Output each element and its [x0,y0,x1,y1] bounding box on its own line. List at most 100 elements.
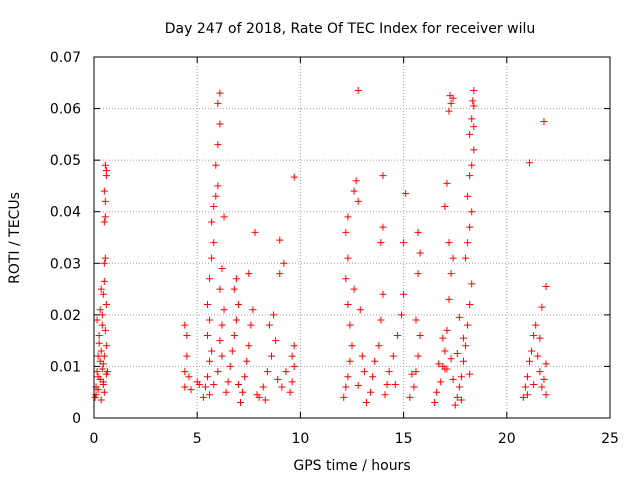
data-point [540,117,548,125]
data-point [447,99,455,107]
data-point [447,270,455,278]
data-point [453,350,461,358]
data-point [282,368,290,376]
data-point [406,393,414,401]
data-point [457,396,465,404]
data-point [348,342,356,350]
data-point [274,375,282,383]
y-tick-label: 0.06 [50,102,81,118]
data-point [100,218,108,226]
data-point [278,383,286,391]
data-point [100,187,108,195]
data-point [377,316,385,324]
data-point [245,270,253,278]
data-point [251,228,259,236]
data-point [247,321,255,329]
data-point [206,275,214,283]
data-point [464,192,472,200]
data-point [230,331,238,339]
data-point [208,218,216,226]
data-point [455,313,463,321]
data-point [220,306,228,314]
data-point [532,321,540,329]
data-point [249,306,257,314]
data-point [290,173,298,181]
data-point [445,107,453,115]
y-tick-label: 0.02 [50,308,81,324]
data-point [268,352,276,360]
data-point [272,337,280,345]
data-point [468,280,476,288]
data-point [101,197,109,205]
data-point [100,388,108,396]
data-point [204,301,212,309]
data-point [443,326,451,334]
data-point [346,357,354,365]
data-point [530,331,538,339]
data-point [346,321,354,329]
data-point [468,208,476,216]
chart-title: Day 247 of 2018, Rate Of TEC Index for r… [165,21,535,37]
data-point [212,192,220,200]
data-point [356,306,364,314]
data-point [441,203,449,211]
data-point [379,172,387,180]
data-point [220,213,228,221]
plot-frame [93,56,611,419]
data-point [216,337,224,345]
data-point [445,295,453,303]
data-point [466,370,474,378]
data-point [101,213,109,221]
data-point [216,89,224,97]
data-point [218,352,226,360]
data-point [526,357,534,365]
data-point [449,94,457,102]
data-point [206,316,214,324]
data-point [526,159,534,167]
data-point [94,386,102,394]
data-point [344,254,352,262]
data-point [97,347,105,355]
data-point [100,277,108,285]
y-tick-label: 0.03 [50,256,81,272]
data-point [265,321,273,329]
y-tick-label: 0.01 [50,359,81,375]
data-point [375,342,383,350]
data-point [521,383,529,391]
data-point [414,270,422,278]
data-point [435,360,443,368]
data-point [222,388,230,396]
data-point [290,342,298,350]
data-point [201,383,209,391]
data-point [97,396,105,404]
data-point [468,161,476,169]
data-point [449,254,457,262]
data-point [350,285,358,293]
data-point [350,187,358,195]
data-point [276,270,284,278]
data-point [431,399,439,407]
y-tick-label: 0.05 [50,153,81,169]
data-point [542,391,550,399]
data-point [237,399,245,407]
data-point [288,378,296,386]
data-point [362,399,370,407]
data-point [360,368,368,376]
data-point [466,301,474,309]
data-point [210,239,218,247]
data-point [400,239,408,247]
data-point [451,401,459,409]
data-point [462,342,470,350]
data-point [206,391,214,399]
data-point [340,393,348,401]
data-point [99,380,107,388]
data-point [358,352,366,360]
data-point [342,228,350,236]
data-point [214,99,222,107]
data-point [243,357,251,365]
x-tick-label: 0 [90,431,99,447]
data-point [447,355,455,363]
data-point [462,254,470,262]
data-point [408,370,416,378]
